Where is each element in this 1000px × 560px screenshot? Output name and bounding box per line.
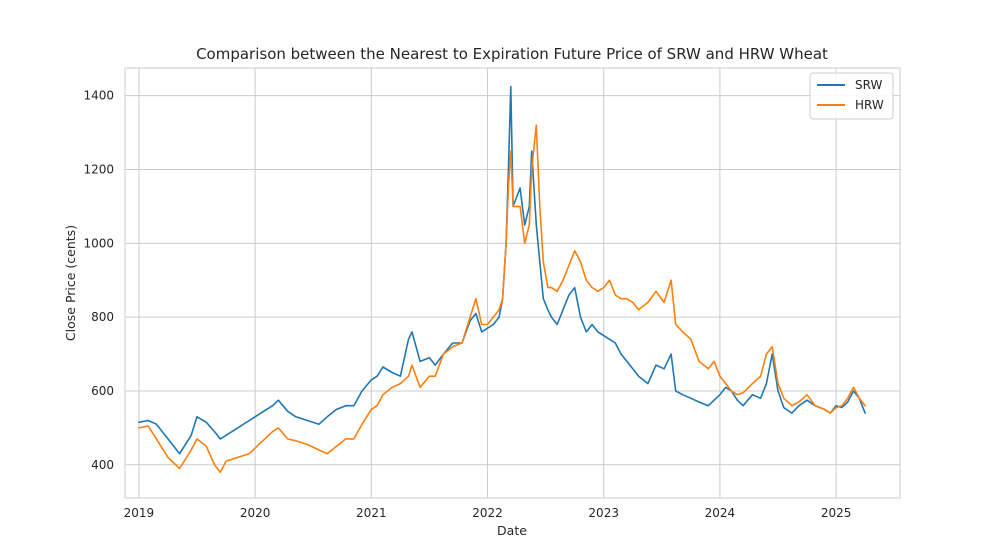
x-tick-label: 2025: [821, 506, 852, 520]
y-tick-label: 800: [91, 310, 114, 324]
chart-title: Comparison between the Nearest to Expira…: [196, 45, 828, 63]
y-tick-labels: 400 600 800 1000 1200 1400: [83, 89, 114, 472]
x-tick-label: 2021: [356, 506, 387, 520]
y-axis-label: Close Price (cents): [63, 225, 78, 341]
plot-area: [124, 67, 901, 499]
x-tick-label: 2024: [705, 506, 736, 520]
legend: SRW HRW: [809, 72, 894, 120]
x-tick-label: 2022: [472, 506, 503, 520]
grid-lines: [125, 68, 900, 498]
x-tick-label: 2020: [240, 506, 271, 520]
x-tick-label: 2023: [588, 506, 619, 520]
y-tick-label: 400: [91, 458, 114, 472]
y-tick-label: 1000: [83, 236, 114, 250]
legend-label-srw: SRW: [855, 78, 882, 92]
series-line-hrw: [138, 124, 866, 474]
plot-background: [125, 68, 900, 498]
x-axis-label: Date: [497, 523, 527, 538]
y-tick-label: 600: [91, 384, 114, 398]
series-lines: [138, 85, 866, 474]
legend-label-hrw: HRW: [855, 98, 884, 112]
plot-frame: [124, 67, 901, 499]
x-tick-labels: 2019 2020 2021 2022 2023 2024 2025: [124, 506, 852, 520]
series-line-srw: [138, 85, 866, 455]
y-tick-label: 1200: [83, 163, 114, 177]
x-tick-label: 2019: [124, 506, 155, 520]
y-tick-label: 1400: [83, 89, 114, 103]
